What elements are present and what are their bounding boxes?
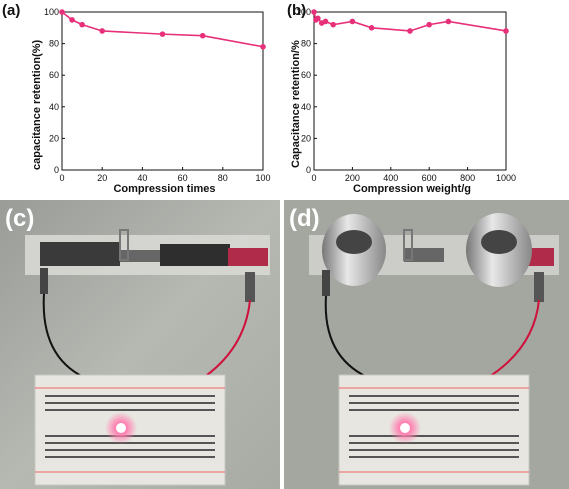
chart-b-x-tick-label: 1000 [496, 173, 516, 183]
chart-b-data-point [330, 21, 336, 28]
chart-b-y-tick-label: 60 [301, 70, 311, 80]
chart-a-data-point [199, 32, 206, 39]
alligator-clip-right [534, 272, 544, 302]
chart-a-x-tick-label: 20 [97, 173, 107, 183]
chart-a-y-tick-label: 20 [49, 133, 59, 143]
chart-a-plot-frame [61, 11, 264, 171]
chart-b-y-tick-label: 0 [306, 165, 311, 175]
chart-b-series-line [313, 11, 507, 32]
chart-a-data-point [59, 9, 65, 15]
chart-b-x-tick-label: 800 [460, 173, 475, 183]
chart-b-x-tick-label: 600 [422, 173, 437, 183]
chart-b-data-point [368, 25, 375, 31]
chart-a-x-tick-label: 60 [178, 173, 188, 183]
chart-a-y-tick-label: 60 [49, 70, 59, 80]
chart-b-y-tick-label: 20 [301, 133, 311, 143]
panel-label-c: (c) [5, 205, 35, 232]
panel-label-a: (a) [2, 2, 21, 19]
alligator-clip-left [40, 268, 48, 294]
chart-b-x-tick-label: 400 [383, 173, 398, 183]
chart-b-plot-frame [313, 11, 507, 171]
chart-b-y-tick-label: 100 [296, 7, 311, 17]
chart-b-y-tick-label: 80 [301, 39, 311, 49]
panel-label-b: (b) [287, 2, 307, 19]
chart-a-y-tick-label: 40 [49, 102, 59, 112]
alligator-clip-right [245, 272, 255, 302]
chart-b-data-point [426, 21, 432, 28]
chart-a-y-tick-label: 100 [44, 7, 59, 17]
breadboard [338, 374, 530, 486]
chart-a-data-point [69, 17, 75, 23]
chart-b-x-tick-label: 0 [311, 173, 316, 183]
led [400, 423, 410, 433]
panel-label-d: (d) [289, 205, 320, 232]
chart-a-series-line [61, 11, 264, 48]
chart-a-x-tick-label: 0 [59, 173, 64, 183]
chart-b-data-point [445, 18, 452, 25]
chart-a-data-point [79, 21, 85, 28]
chart-a: 0 20 40 60 80 100 0 20 40 60 80 100 [44, 7, 271, 183]
chart-b-data-point [311, 9, 317, 15]
chart-a-y-tick-label: 80 [49, 39, 59, 49]
chart-a-x-tick-label: 80 [218, 173, 228, 183]
photo-c [0, 200, 280, 489]
alligator-clip-left [322, 270, 330, 296]
chart-b-data-point [349, 18, 356, 25]
chart-a-data-point [260, 43, 266, 50]
chart-b-data-point [407, 28, 413, 34]
chart-b-y-tick-label: 40 [301, 102, 311, 112]
chart-b-data-point [315, 15, 321, 22]
chart-a-data-point [159, 31, 166, 37]
led [116, 423, 126, 433]
chart-b-x-tick-label: 200 [345, 173, 360, 183]
chart-a-x-tick-label: 40 [137, 173, 147, 183]
chart-b-data-point [322, 18, 329, 25]
chart-b-x-axis-label: Compression weight/g [353, 183, 471, 195]
chart-a-x-tick-label: 100 [255, 173, 270, 183]
chart-a-x-axis-label: Compression times [113, 183, 216, 195]
chart-b: 0 200 400 600 800 1000 0 20 40 60 80 100 [296, 7, 516, 183]
chart-a-y-tick-label: 0 [54, 165, 59, 175]
chart-a-data-point [99, 28, 105, 34]
photo-d [284, 200, 569, 489]
chart-b-data-point [503, 28, 509, 34]
